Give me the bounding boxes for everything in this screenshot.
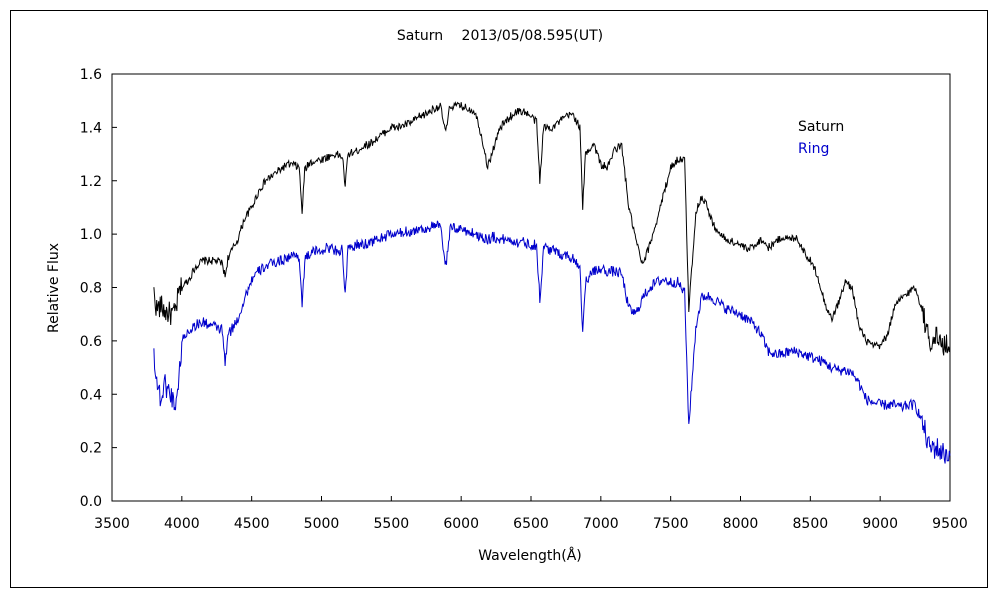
x-tick-label: 4000 (164, 516, 200, 532)
series-group (153, 100, 951, 464)
y-tick-label: 0.0 (80, 494, 102, 510)
series-line-saturn (153, 100, 951, 356)
y-tick-label: 0.2 (80, 441, 102, 457)
legend-entry-ring: Ring (798, 141, 829, 157)
y-tick-label: 1.2 (80, 174, 102, 190)
x-tick-label: 8000 (723, 516, 759, 532)
y-tick-label: 1.4 (80, 120, 102, 136)
legend: Saturn Ring (798, 119, 844, 157)
y-tick-label: 0.8 (80, 281, 102, 297)
y-tick-label: 0.6 (80, 334, 102, 350)
x-tick-label: 6500 (513, 516, 549, 532)
x-tick-label: 8500 (793, 516, 829, 532)
x-tick-label: 4500 (234, 516, 270, 532)
chart-title: Saturn 2013/05/08.595(UT) (397, 28, 603, 44)
plot-area (111, 73, 951, 502)
x-tick-label: 5500 (374, 516, 410, 532)
x-tick-label: 9500 (932, 516, 968, 532)
x-tick-label: 5000 (304, 516, 340, 532)
x-tick-label: 7500 (653, 516, 689, 532)
x-axis: 3500 4000 4500 5000 5500 6000 6500 7000 7500 8000… (94, 496, 968, 532)
y-axis-label: Relative Flux (46, 243, 62, 333)
chart-frame (10, 10, 988, 588)
x-tick-label: 7000 (583, 516, 619, 532)
y-tick-label: 1.0 (80, 227, 102, 243)
y-tick-label: 0.4 (80, 387, 102, 403)
series-line-ring (153, 220, 951, 464)
y-tick-label: 1.6 (80, 67, 102, 83)
x-tick-label: 6000 (443, 516, 479, 532)
x-tick-label: 9000 (862, 516, 898, 532)
x-tick-label: 3500 (94, 516, 130, 532)
y-axis: 0.0 0.2 0.4 0.6 0.8 1.0 1.2 1.4 1.6 (80, 67, 117, 510)
x-axis-label: Wavelength(Å) (478, 547, 582, 564)
legend-entry-saturn: Saturn (798, 119, 844, 135)
